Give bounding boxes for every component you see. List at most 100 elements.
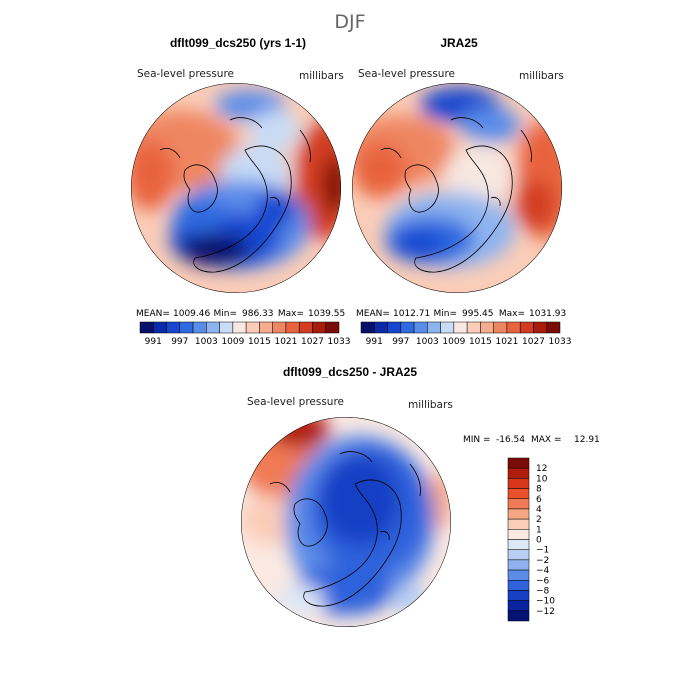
colorbar-tick-label: 1015 [248,337,271,347]
colorbar-swatch [507,498,530,510]
colorbar-swatch [507,610,530,622]
colorbar-tick-label: 1027 [522,337,545,347]
colorbar-swatch [219,321,234,334]
min-value: 986.33 [242,309,274,319]
stats-line: MEAN= 1009.46 Min= 986.33 Max= 1039.55 [136,309,345,319]
colorbar-swatch [206,321,220,334]
figure-title: DJF [334,11,365,33]
panel-title: dflt099_dcs250 (yrs 1-1) [170,36,306,50]
colorbar-swatch [507,549,530,561]
colorbar-swatch [245,321,260,334]
panel-title: dflt099_dcs250 - JRA25 [283,365,417,379]
field-label: Sea-level pressure [247,396,344,408]
polar-map [352,83,562,293]
units-label: millibars [519,70,564,82]
colorbar-tick-label: 4 [536,505,542,515]
polar-map [241,417,451,627]
colorbar-swatch [360,321,375,334]
colorbar-swatch [153,321,167,334]
colorbar-tick-label: 1015 [469,337,492,347]
colorbar-swatch [259,321,273,334]
colorbar-swatch [507,600,530,612]
colorbar-swatch [507,580,530,591]
colorbar-swatch [480,321,494,334]
colorbar-swatch [506,321,521,334]
min-value: 995.45 [462,309,494,319]
colorbar-swatch [139,321,154,334]
max-value: 1039.55 [308,309,345,319]
min-label: Min= [213,309,237,319]
colorbar-swatch [166,321,181,334]
colorbar-swatch [374,321,388,334]
mean-value: 1012.71 [393,309,430,319]
colorbar-swatch [440,321,455,334]
colorbar-tick-label: 12 [536,464,547,474]
colorbar-swatch [507,529,530,540]
colorbar-swatch [192,321,207,334]
colorbar-tick-label: 10 [536,474,548,484]
colorbar-swatch [507,590,530,601]
colorbar-swatch [298,321,313,334]
colorbar-swatch [427,321,441,334]
colorbar-tick-label: −10 [536,597,555,607]
colorbar-tick-label: 6 [536,495,542,505]
min-label: Min= [433,309,457,319]
stats-line: MEAN= 1012.71 Min= 995.45 Max= 1031.93 [356,309,566,319]
colorbar: 991 997 1003 1009 1015 1021 1027 1033 [139,321,350,347]
colorbar-tick-label: 1003 [195,337,218,347]
colorbar-tick-label: 1009 [442,337,465,347]
colorbar-tick-label: 2 [536,515,542,525]
colorbar-swatch [507,467,530,479]
panel-difference: dflt099_dcs250 - JRA25 Sea-level pressur… [241,365,600,627]
colorbar-tick-label: 1 [536,525,542,535]
colorbar-swatch [546,321,561,334]
colorbar-tick-label: 997 [171,337,188,347]
min-value: -16.54 [496,435,525,445]
units-label: millibars [299,70,344,82]
colorbar-tick-label: −6 [536,576,550,586]
colorbar-swatch [285,321,300,334]
colorbar-swatch [533,321,547,334]
colorbar-swatch [507,457,530,469]
colorbar-swatch [507,569,530,581]
min-label: MIN = [463,435,491,445]
colorbar-tick-label: 997 [392,337,409,347]
colorbar-swatch [507,518,530,530]
panel-model: dflt099_dcs250 (yrs 1-1) Sea-level press… [131,36,350,347]
max-value: 1031.93 [529,309,566,319]
colorbar-swatch [272,321,287,334]
colorbar-tick-label: 1033 [549,337,572,347]
colorbar-swatch [507,488,530,499]
colorbar-tick-label: 1027 [301,337,324,347]
max-label: MAX = [531,435,562,445]
colorbar-swatch [453,321,468,334]
colorbar-tick-label: 991 [366,337,383,347]
max-label: Max= [278,309,304,319]
colorbar-swatch [466,321,481,334]
stats-line: MIN = -16.54 MAX = 12.91 [463,435,600,445]
colorbar-tick-label: −8 [536,586,550,596]
colorbar-tick-label: −2 [536,556,549,566]
colorbar-swatch [312,321,326,334]
colorbar-swatch [507,539,530,550]
colorbar-swatch [507,478,530,489]
colorbar-swatch [387,321,402,334]
field-label: Sea-level pressure [137,68,234,80]
colorbar-swatch [519,321,534,334]
field-label: Sea-level pressure [358,68,455,80]
colorbar-swatch [413,321,428,334]
colorbar-swatch [507,559,530,571]
max-value: 12.91 [574,435,600,445]
panel-title: JRA25 [440,36,478,50]
units-label: millibars [408,399,453,411]
colorbar-swatch [493,321,508,334]
polar-map [131,83,341,293]
colorbar: 991 997 1003 1009 1015 1021 1027 1033 [360,321,572,347]
colorbar-tick-label: −1 [536,546,549,556]
colorbar-swatch [400,321,415,334]
colorbar-tick-label: 991 [145,337,162,347]
colorbar-tick-label: 1021 [495,337,518,347]
panel-reanalysis: JRA25 Sea-level pressure millibars [352,36,572,347]
